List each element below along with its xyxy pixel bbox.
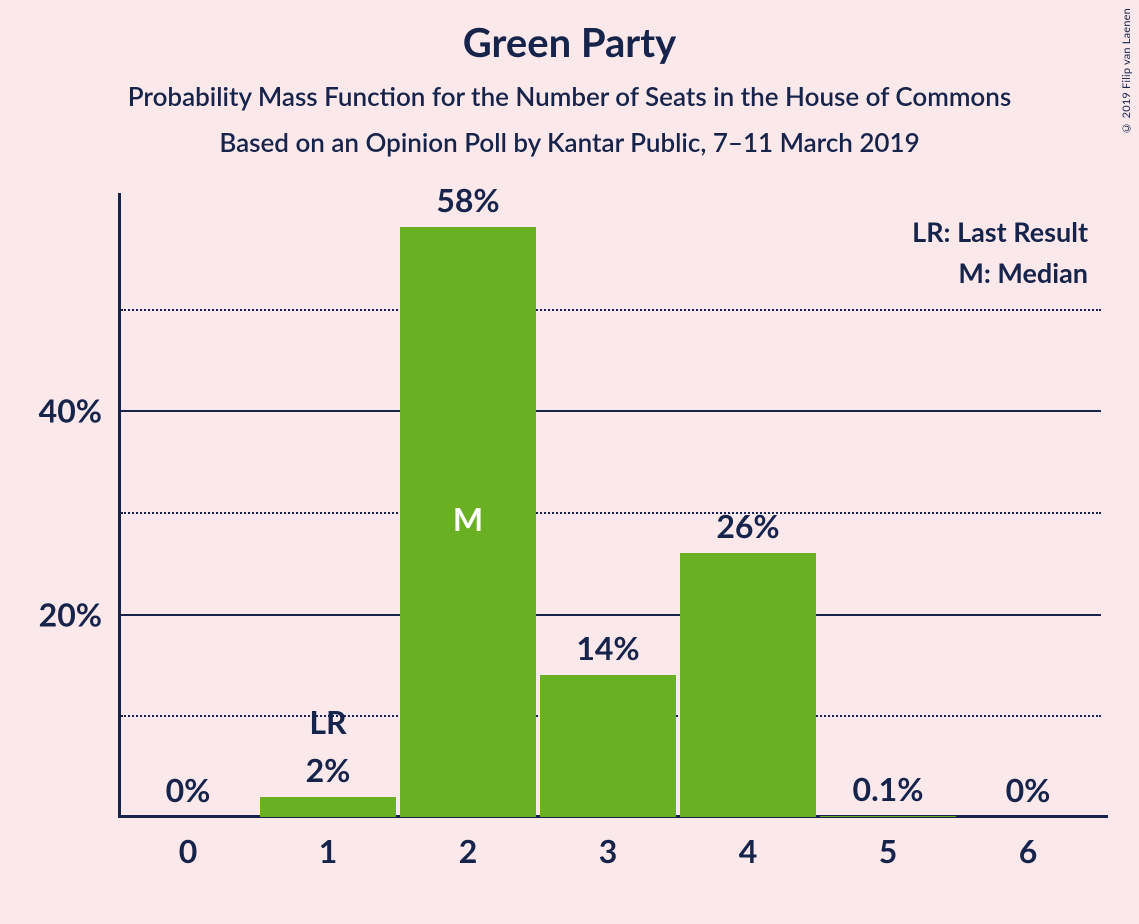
y-axis bbox=[118, 193, 121, 817]
copyright-text: © 2019 Filip van Laenen bbox=[1120, 8, 1133, 135]
bar-value-label: 0% bbox=[120, 770, 256, 817]
x-tick-label: 1 bbox=[319, 817, 338, 870]
chart-subtitle-1: Probability Mass Function for the Number… bbox=[0, 80, 1139, 112]
bar-value-label: 14% bbox=[540, 628, 676, 675]
bar-value-label: 0.1% bbox=[820, 769, 956, 816]
gridline-major bbox=[121, 614, 1101, 616]
gridline-minor bbox=[121, 309, 1101, 311]
y-tick-label: 20% bbox=[39, 594, 118, 633]
legend-line: LR: Last Result bbox=[912, 215, 1088, 248]
gridline-major bbox=[121, 410, 1101, 412]
legend-line: M: Median bbox=[958, 256, 1088, 289]
y-tick-label: 40% bbox=[39, 391, 118, 430]
x-tick-label: 4 bbox=[739, 817, 758, 870]
x-tick-label: 0 bbox=[179, 817, 198, 870]
pmf-bar-chart: 20%40%0%02%LR158%M214%326%40.1%50%6LR: L… bbox=[118, 207, 1098, 817]
x-tick-label: 6 bbox=[1019, 817, 1038, 870]
chart-title: Green Party bbox=[0, 0, 1139, 66]
bar: 58%M bbox=[400, 227, 536, 817]
gridline-minor bbox=[121, 512, 1101, 514]
bar-extra-label: LR bbox=[260, 702, 396, 797]
bar-value-label: 0% bbox=[960, 770, 1096, 817]
bar: 2%LR bbox=[260, 797, 396, 817]
x-tick-label: 5 bbox=[879, 817, 898, 870]
x-tick-label: 3 bbox=[599, 817, 618, 870]
bar: 26% bbox=[680, 553, 816, 817]
x-tick-label: 2 bbox=[459, 817, 478, 870]
bar-value-label: 26% bbox=[680, 506, 816, 553]
bar-value-label: 58% bbox=[400, 180, 536, 227]
bar: 14% bbox=[540, 675, 676, 817]
chart-subtitle-2: Based on an Opinion Poll by Kantar Publi… bbox=[0, 126, 1139, 158]
bar-inside-label: M bbox=[400, 499, 536, 538]
